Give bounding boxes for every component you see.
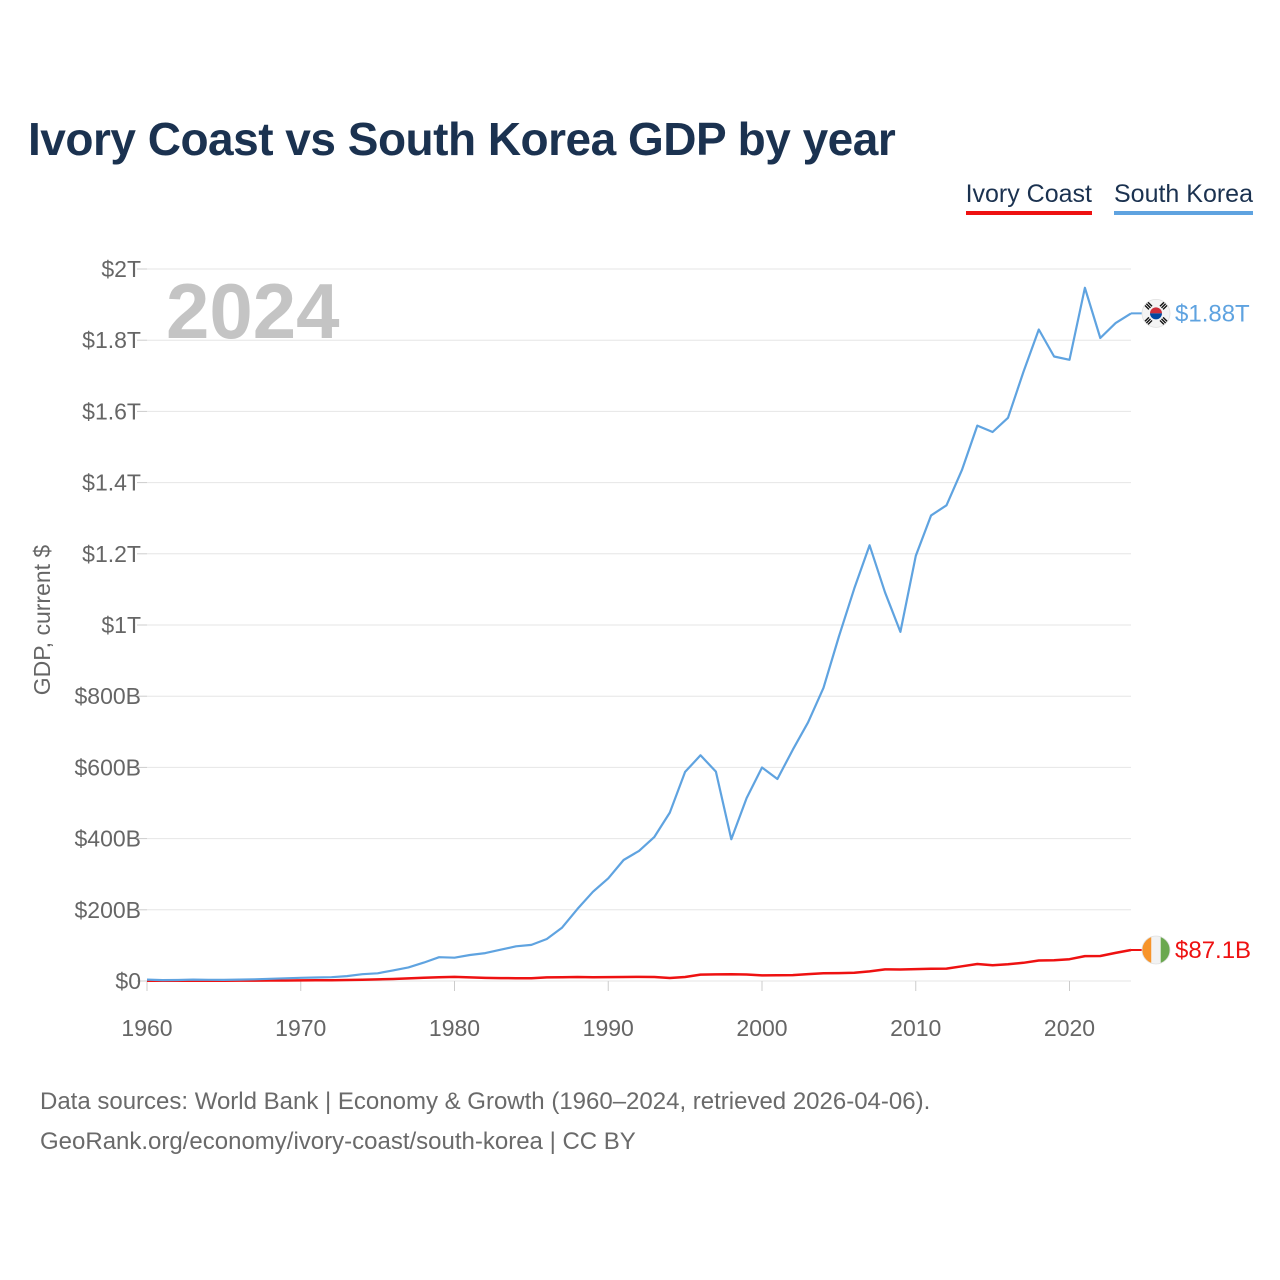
y-axis-label: GDP, current $	[29, 545, 55, 696]
y-tick-label: $800B	[74, 683, 141, 709]
grid-lines	[147, 268, 1131, 982]
end-markers: $87.1B $1.88T	[1131, 298, 1251, 965]
y-tick-label: $600B	[74, 754, 141, 780]
x-tick-label: 1970	[275, 1015, 326, 1041]
y-tick-label: $1.8T	[82, 327, 141, 353]
x-tick-label: 2020	[1044, 1015, 1095, 1041]
chart-legend: Ivory Coast South Korea	[965, 180, 1253, 215]
end-value-label: $87.1B	[1175, 937, 1251, 964]
x-tick-label: 1960	[121, 1015, 172, 1041]
x-tick-label: 1990	[583, 1015, 634, 1041]
y-tick-label: $200B	[74, 897, 141, 923]
south-korea-flag-icon	[1141, 298, 1171, 328]
chart-title: Ivory Coast vs South Korea GDP by year	[28, 113, 896, 165]
legend-item-south-korea[interactable]: South Korea	[1114, 180, 1253, 215]
y-tick-label: $2T	[101, 256, 141, 282]
series-lines	[146, 286, 1132, 983]
y-tick-label: $0	[115, 968, 141, 994]
series-line-south-korea[interactable]	[146, 286, 1132, 982]
y-tick-label: $1.6T	[82, 398, 141, 424]
y-tick-label: $1T	[101, 612, 141, 638]
year-label: 2024	[166, 267, 340, 355]
series-line-ivory-coast[interactable]	[147, 948, 1132, 983]
y-axis-ticks: $0 $200B $400B $600B $800B $1T $1.2T $1.4T $1.6T…	[74, 256, 147, 994]
footer-sources: Data sources: World Bank | Economy & Gro…	[40, 1082, 930, 1162]
ivory-coast-flag-icon	[1141, 935, 1171, 965]
x-tick-label: 1980	[429, 1015, 480, 1041]
end-value-label: $1.88T	[1175, 300, 1250, 327]
y-tick-label: $1.4T	[82, 470, 141, 496]
y-tick-label: $1.2T	[82, 541, 141, 567]
x-tick-label: 2000	[736, 1015, 787, 1041]
x-tick-label: 2010	[890, 1015, 941, 1041]
footer-source-line: Data sources: World Bank | Economy & Gro…	[40, 1088, 931, 1115]
legend-item-ivory-coast[interactable]: Ivory Coast	[965, 180, 1092, 215]
y-tick-label: $400B	[74, 826, 141, 852]
footer-url-line: GeoRank.org/economy/ivory-coast/south-ko…	[40, 1128, 636, 1155]
x-axis-ticks: 1960 1970 1980 1990 2000 2010 2020	[121, 981, 1095, 1041]
